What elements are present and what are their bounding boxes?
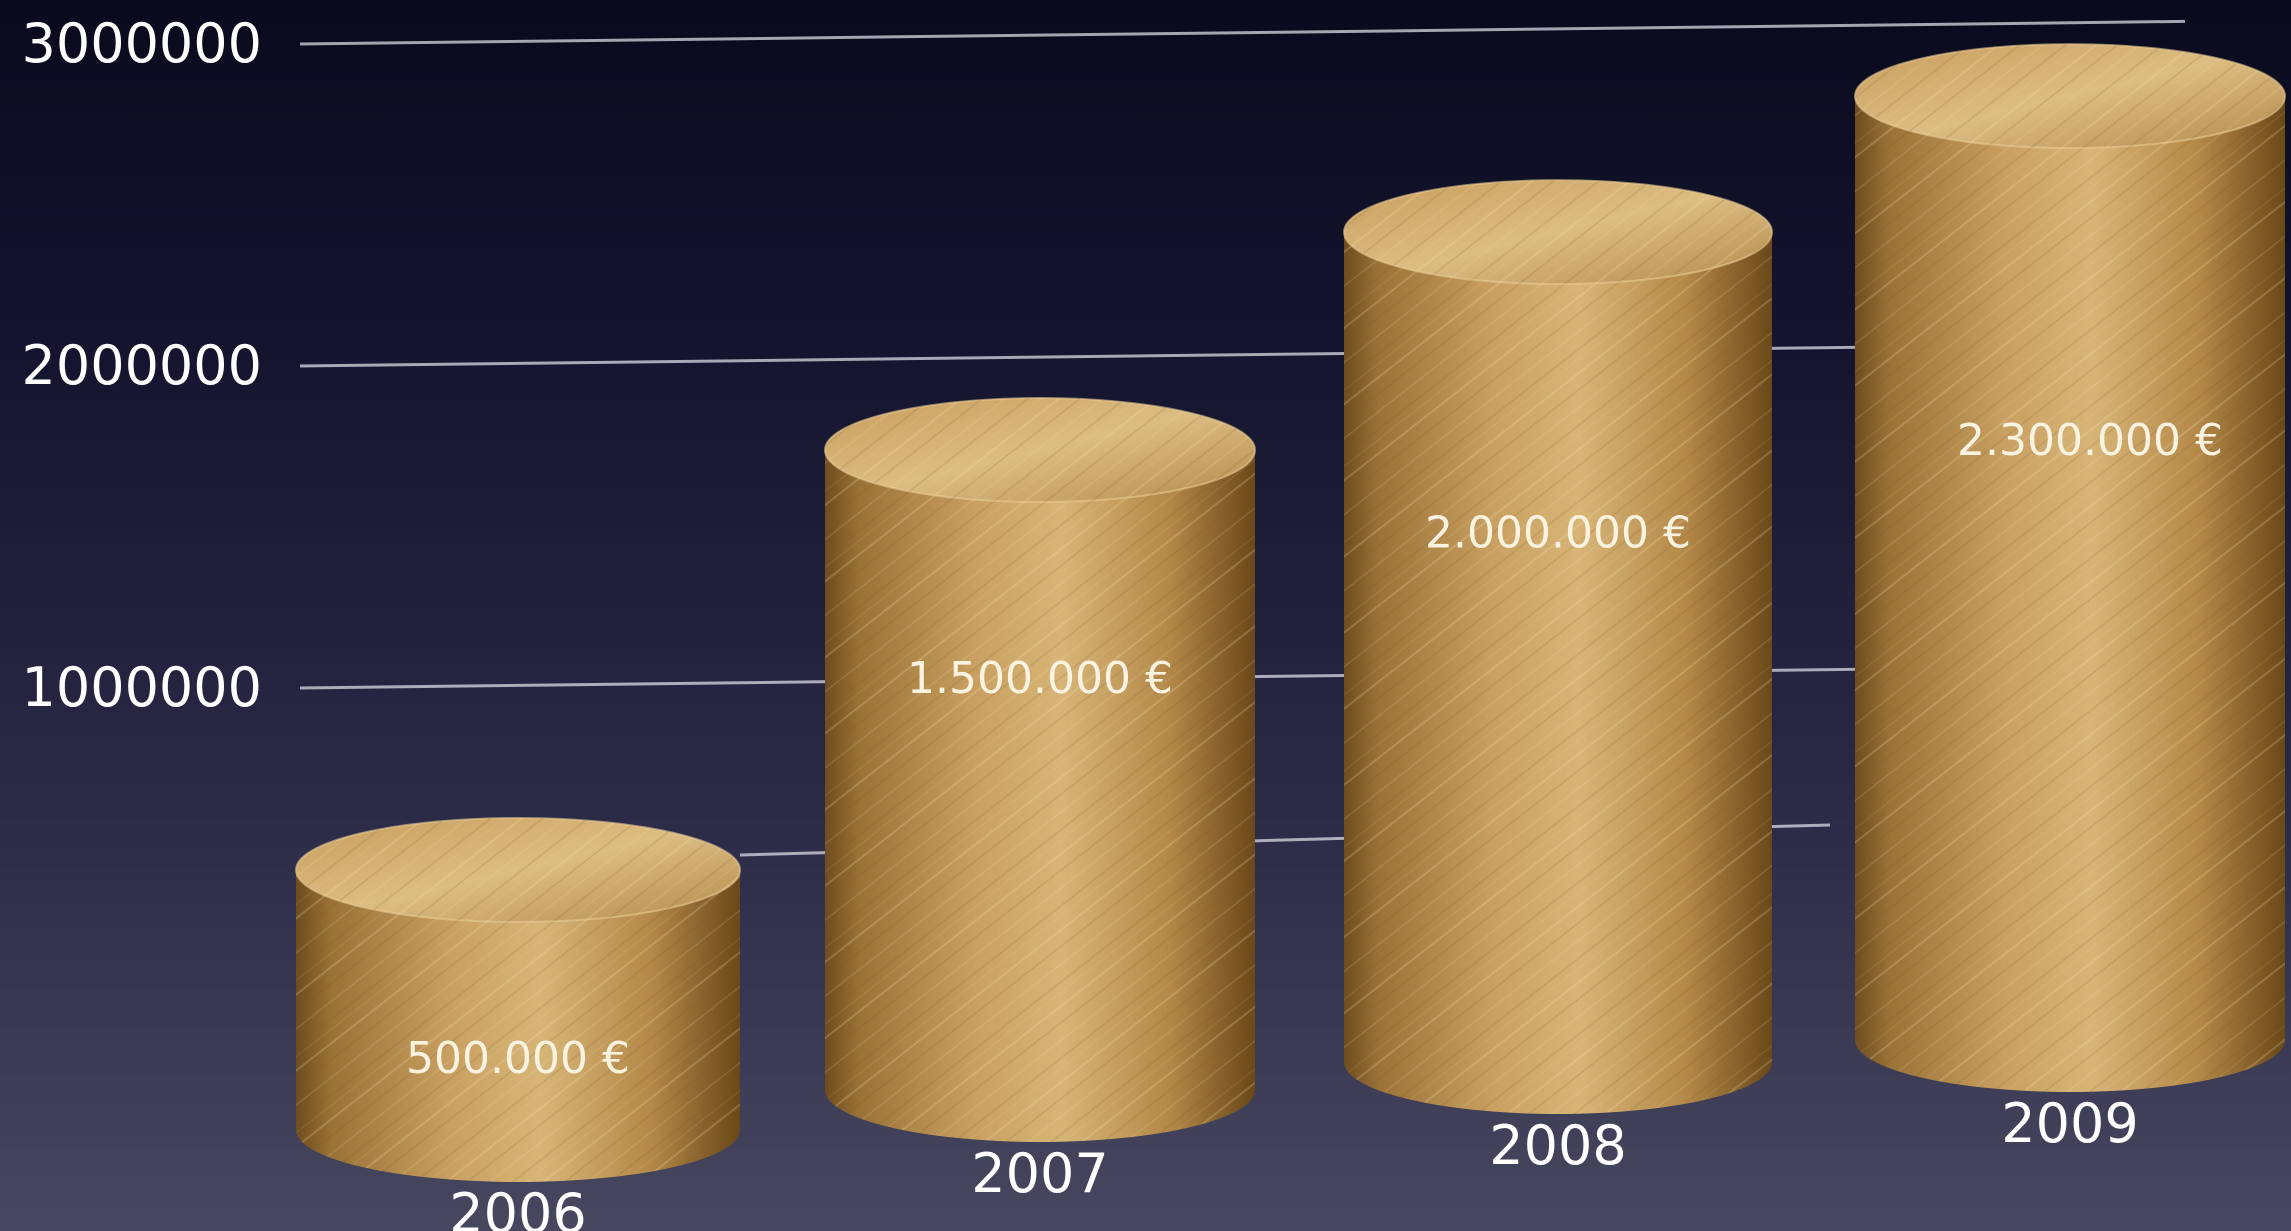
bar-top-texture <box>1855 44 2285 149</box>
data-label: 2.000.000 € <box>1425 507 1691 558</box>
bar-2008 <box>1343 179 1773 1114</box>
y-tick-label: 1000000 <box>22 656 263 719</box>
gridline <box>299 19 2186 46</box>
bar-2007 <box>824 397 1256 1142</box>
bar-2006 <box>295 817 741 1182</box>
y-tick-label: 2000000 <box>22 334 263 397</box>
x-category-label: 2008 <box>1489 1114 1626 1177</box>
bar-top-texture <box>825 398 1255 503</box>
bar-texture <box>1855 96 2285 1093</box>
bar-texture <box>825 450 1255 1142</box>
data-label: 500.000 € <box>406 1033 630 1084</box>
x-category-label: 2007 <box>971 1142 1108 1205</box>
x-category-label: 2009 <box>2001 1092 2138 1155</box>
data-label: 2.300.000 € <box>1957 415 2223 466</box>
x-category-label: 2006 <box>449 1182 586 1231</box>
bar-2009 <box>1854 43 2286 1093</box>
bar-top-texture <box>296 818 740 923</box>
bar-top-texture <box>1344 180 1772 285</box>
bar-texture <box>1344 232 1772 1114</box>
data-label: 1.500.000 € <box>907 653 1173 704</box>
y-tick-label: 3000000 <box>22 12 263 75</box>
bar-texture <box>296 870 740 1182</box>
